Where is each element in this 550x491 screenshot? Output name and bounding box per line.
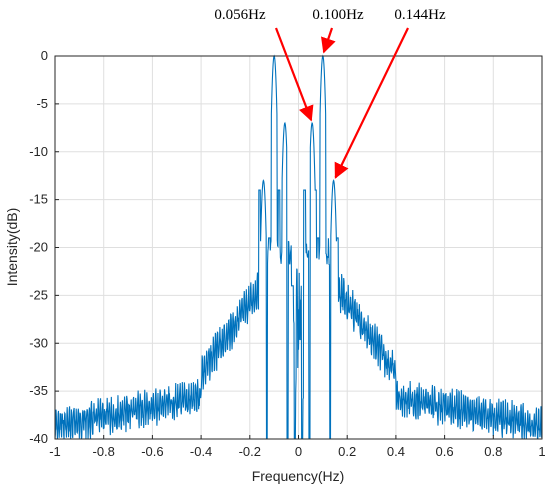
x-tick-label: -0.2 bbox=[239, 444, 261, 459]
y-tick-label: -20 bbox=[29, 240, 48, 255]
x-tick-label: 0.2 bbox=[338, 444, 356, 459]
x-tick-label: 0 bbox=[295, 444, 302, 459]
x-tick-label: -0.8 bbox=[92, 444, 114, 459]
peak-annotation-label: 0.144Hz bbox=[394, 7, 446, 23]
y-tick-label: -30 bbox=[29, 335, 48, 350]
series-layer bbox=[54, 54, 543, 440]
peak-annotation-arrow bbox=[274, 27, 314, 122]
x-tick-label: -0.6 bbox=[141, 444, 163, 459]
peak-annotation-label: 0.056Hz bbox=[214, 7, 266, 23]
x-tick-label: 0.6 bbox=[436, 444, 454, 459]
peak-annotation-arrow bbox=[334, 27, 409, 179]
annotation-layer: 0.056Hz 0.100Hz 0.144Hz bbox=[214, 7, 446, 179]
x-axis-label: Frequency(Hz) bbox=[252, 468, 345, 484]
spectrum-series-line bbox=[54, 54, 543, 440]
y-tick-label: 0 bbox=[41, 48, 48, 63]
tick-layer: -1 -0.8 -0.6 -0.4 -0.2 0 0.2 0.4 0.6 0.8 1 0 -5 -10 -1… bbox=[29, 48, 545, 459]
y-tick-label: -15 bbox=[29, 192, 48, 207]
x-tick-label: -1 bbox=[49, 444, 61, 459]
x-tick-label: 0.4 bbox=[387, 444, 405, 459]
x-tick-label: 0.8 bbox=[484, 444, 502, 459]
y-tick-label: -10 bbox=[29, 144, 48, 159]
peak-annotation-label: 0.100Hz bbox=[312, 7, 364, 23]
peak-annotation-arrow bbox=[321, 27, 336, 54]
y-tick-label: -25 bbox=[29, 287, 48, 302]
y-tick-label: -35 bbox=[29, 383, 48, 398]
x-tick-label: 1 bbox=[538, 444, 545, 459]
y-tick-label: -40 bbox=[29, 431, 48, 446]
grid-lines bbox=[54, 55, 543, 440]
x-tick-label: -0.4 bbox=[190, 444, 212, 459]
y-tick-label: -5 bbox=[36, 96, 48, 111]
y-axis-label: Intensity(dB) bbox=[4, 208, 20, 287]
